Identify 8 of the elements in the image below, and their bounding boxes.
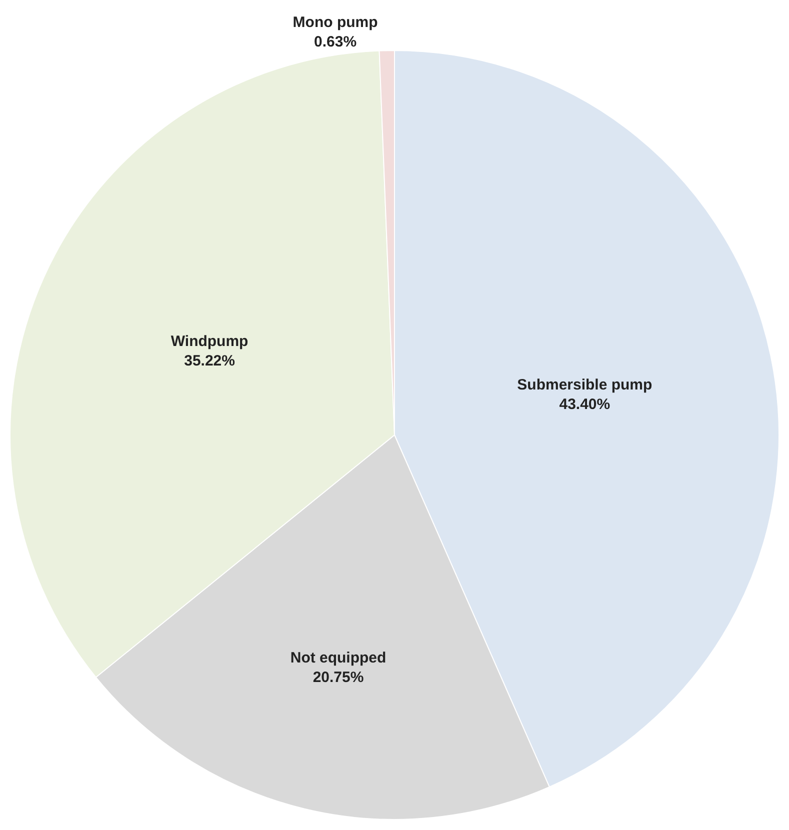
data-label: 43.40% [559,396,610,414]
data-label: 35.22% [184,352,235,370]
slice-label: Not equipped [290,649,386,666]
slice-label: Mono pump [292,14,378,32]
slice-label: Submersible pump [517,376,652,394]
slice-label: Windpump [170,333,248,350]
data-label: 0.63% [314,34,357,51]
data-label: 20.75% [312,668,364,686]
